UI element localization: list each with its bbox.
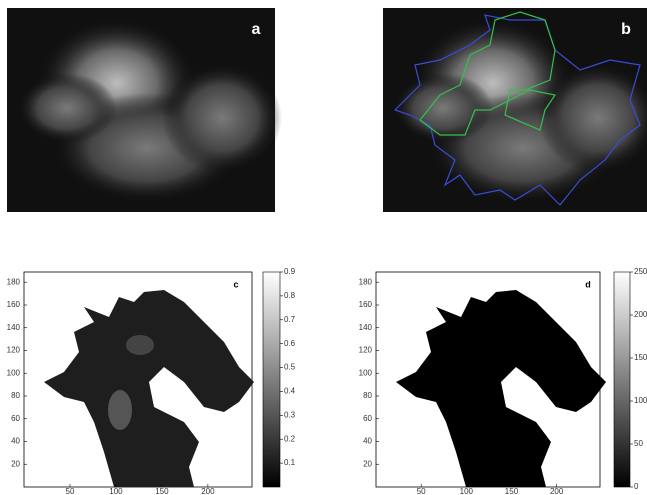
panel-letter: d <box>585 279 591 289</box>
y-tick-label: 80 <box>11 391 20 400</box>
x-tick-label: 50 <box>66 487 75 495</box>
figure: a b c d 50100150200204060801001201401601… <box>0 0 647 495</box>
colorbar-tick-label: 200 <box>634 310 647 319</box>
panel-d: d <box>376 272 630 487</box>
y-tick-label: 160 <box>7 300 21 309</box>
x-tick-label: 100 <box>109 487 123 495</box>
y-tick-label: 40 <box>363 437 372 446</box>
colorbar-tick-label: 0.3 <box>284 410 296 419</box>
y-tick-label: 140 <box>7 323 21 332</box>
y-tick-label: 20 <box>11 459 20 468</box>
colorbar-tick-label: 100 <box>634 396 647 405</box>
panel-letter: a <box>252 21 261 38</box>
colorbar-tick-label: 0.4 <box>284 387 296 396</box>
colorbar-tick-label: 0.5 <box>284 363 296 372</box>
colorbar-tick-label: 0.6 <box>284 339 296 348</box>
panel-letter: b <box>621 21 631 38</box>
colorbar-tick-label: 0.7 <box>284 315 296 324</box>
panel-c: c <box>24 272 280 487</box>
page: {"panels": [ {"label": "a"}, {"label": "… <box>0 0 647 495</box>
y-tick-label: 60 <box>11 414 20 423</box>
y-tick-label: 60 <box>363 414 372 423</box>
y-tick-label: 20 <box>363 459 372 468</box>
y-tick-label: 180 <box>359 277 373 286</box>
colorbar-tick-label: 0 <box>634 482 639 491</box>
x-tick-label: 100 <box>460 487 474 495</box>
colorbar-tick-label: 150 <box>634 353 647 362</box>
y-tick-label: 40 <box>11 437 20 446</box>
colorbar-tick-label: 0.1 <box>284 458 296 467</box>
colorbar-tick-label: 250 <box>634 267 647 276</box>
colorbar-tick-label: 0.8 <box>284 291 296 300</box>
y-tick-label: 180 <box>7 277 21 286</box>
x-tick-label: 200 <box>550 487 564 495</box>
y-tick-label: 120 <box>7 346 21 355</box>
x-tick-label: 50 <box>417 487 426 495</box>
y-tick-label: 100 <box>359 368 373 377</box>
x-tick-label: 150 <box>155 487 169 495</box>
colorbar-tick-label: 50 <box>634 439 643 448</box>
panel-a: a <box>7 8 282 212</box>
colorbar-tick-label: 0.2 <box>284 434 296 443</box>
panel-b: b <box>383 8 647 212</box>
y-tick-label: 80 <box>363 391 372 400</box>
panel-letter: c <box>233 279 238 289</box>
y-tick-label: 120 <box>359 346 373 355</box>
colorbar-tick-label: 0.9 <box>284 267 296 276</box>
y-tick-label: 160 <box>359 300 373 309</box>
y-tick-label: 140 <box>359 323 373 332</box>
x-tick-label: 150 <box>505 487 519 495</box>
y-tick-label: 100 <box>7 368 21 377</box>
x-tick-label: 200 <box>201 487 215 495</box>
